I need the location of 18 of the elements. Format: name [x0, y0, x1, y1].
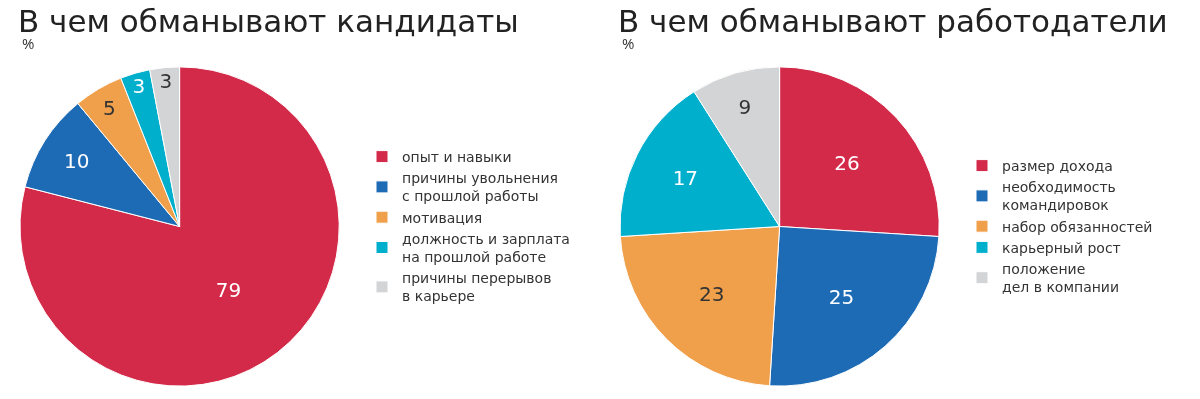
legend-label: опыт и навыки: [402, 149, 512, 166]
data-label: 25: [828, 284, 855, 309]
data-label: 5: [102, 95, 116, 120]
legend-label: причины перерывов в карьере: [402, 270, 552, 305]
data-label: 3: [132, 74, 146, 99]
pie-slice: [19, 66, 340, 387]
data-label: 26: [834, 151, 860, 176]
data-label: 23: [698, 282, 725, 307]
data-label: 79: [215, 277, 242, 302]
legend-label: размер дохода: [1002, 158, 1113, 175]
legend-label: мотивация: [402, 209, 483, 226]
data-label: 9: [738, 94, 752, 119]
legend-label: карьерный рост: [1002, 239, 1121, 256]
data-label: 10: [63, 149, 90, 174]
data-label: 17: [672, 166, 699, 191]
legend-label: набор обязанностей: [1002, 218, 1153, 235]
data-label: 3: [159, 69, 173, 94]
legend-label: положение дел в компании: [1002, 261, 1120, 296]
